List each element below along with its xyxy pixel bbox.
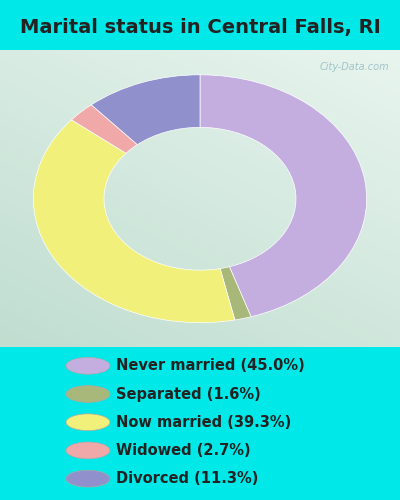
Text: City-Data.com: City-Data.com — [320, 62, 389, 72]
Circle shape — [66, 358, 110, 374]
Wedge shape — [72, 105, 137, 154]
Wedge shape — [91, 75, 200, 144]
Text: Marital status in Central Falls, RI: Marital status in Central Falls, RI — [20, 18, 380, 37]
Text: Now married (39.3%): Now married (39.3%) — [116, 414, 291, 430]
Wedge shape — [220, 266, 251, 320]
Circle shape — [66, 386, 110, 402]
Circle shape — [66, 442, 110, 459]
Wedge shape — [33, 120, 235, 322]
Text: Widowed (2.7%): Widowed (2.7%) — [116, 443, 251, 458]
Text: Divorced (11.3%): Divorced (11.3%) — [116, 471, 258, 486]
Circle shape — [66, 414, 110, 430]
Circle shape — [66, 470, 110, 487]
Text: Never married (45.0%): Never married (45.0%) — [116, 358, 305, 374]
Wedge shape — [200, 75, 367, 316]
Text: Separated (1.6%): Separated (1.6%) — [116, 386, 261, 402]
